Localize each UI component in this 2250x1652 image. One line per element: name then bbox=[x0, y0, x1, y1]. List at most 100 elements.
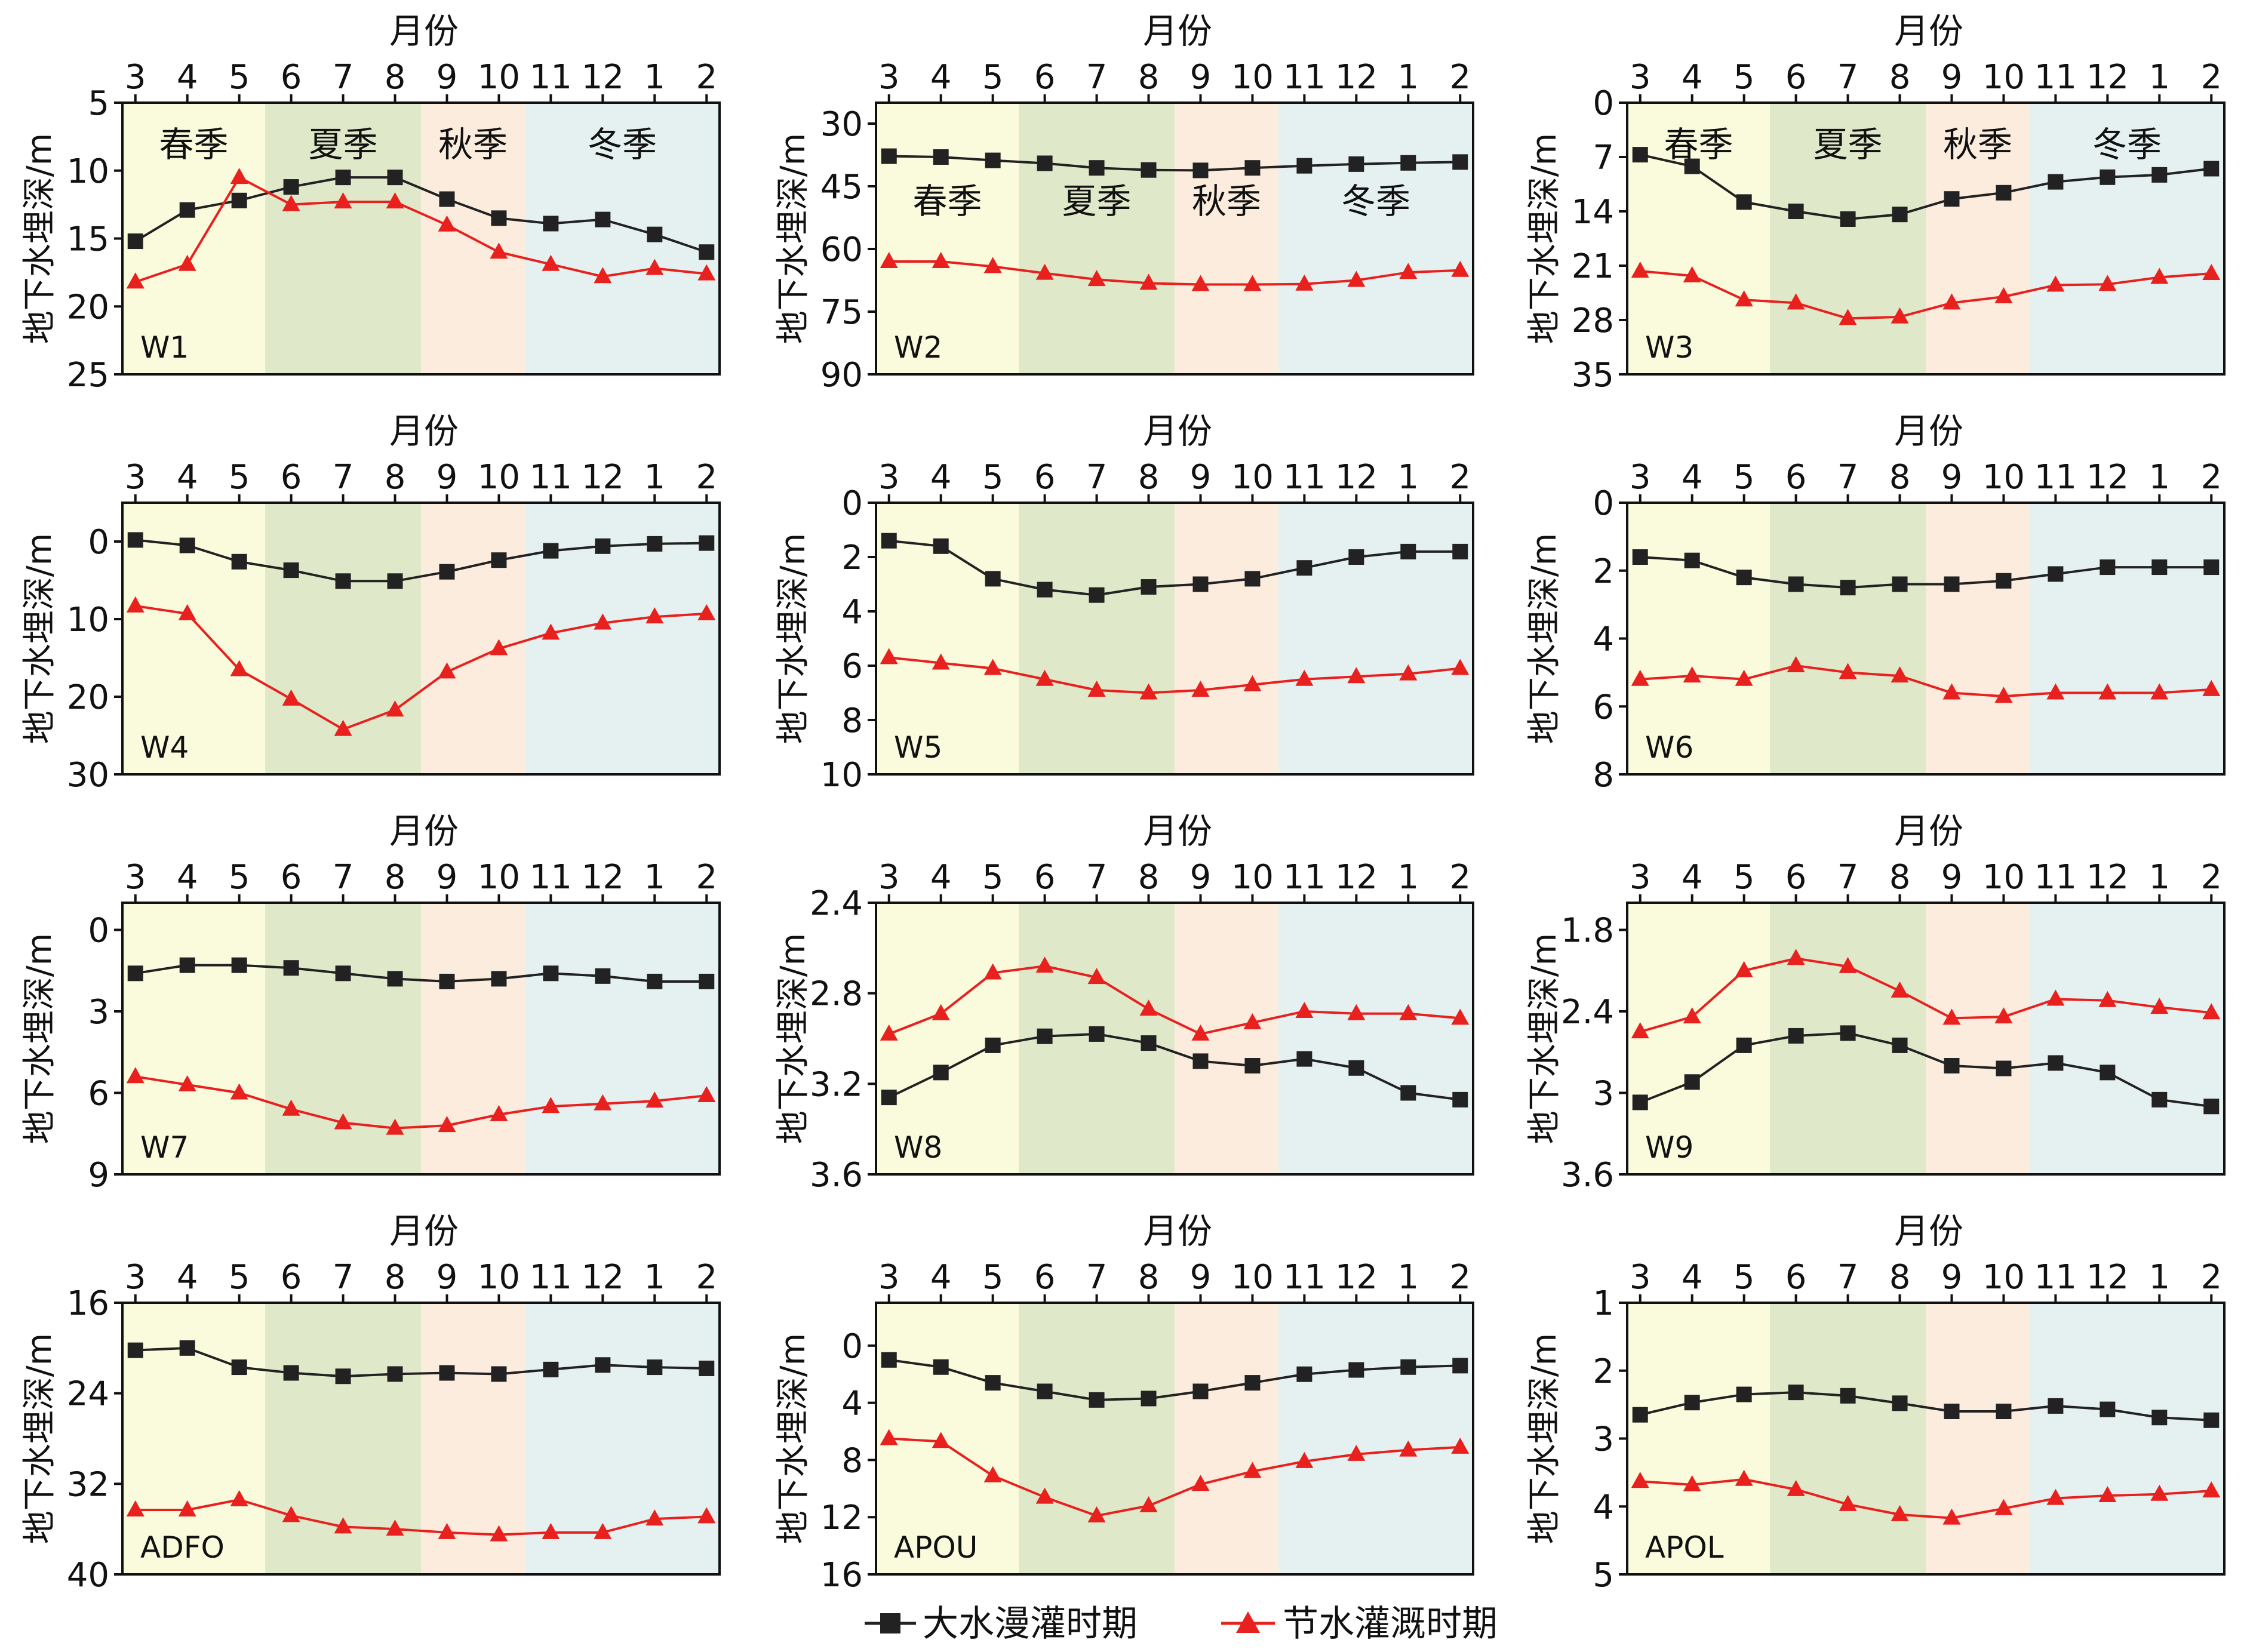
data-point bbox=[2151, 1091, 2168, 1108]
y-tick-label: 2 bbox=[1593, 1352, 1614, 1391]
data-point bbox=[1684, 158, 1700, 174]
data-point bbox=[697, 604, 716, 620]
series-line bbox=[135, 176, 707, 284]
data-point bbox=[1089, 1392, 1105, 1408]
y-tick-label: 1.8 bbox=[1561, 912, 1614, 950]
season-band bbox=[524, 103, 720, 374]
data-point bbox=[387, 971, 403, 987]
well-label: W2 bbox=[894, 330, 942, 365]
data-point bbox=[1631, 669, 1649, 686]
data-point bbox=[1839, 663, 1857, 679]
panels-layer: 春季 夏季 秋季 冬季3 4 5 6 7 8 9 10 11 12 1 2月份510152025地下水埋深/… bbox=[20, 11, 2226, 1595]
data-point bbox=[647, 1359, 663, 1376]
season-band bbox=[2029, 903, 2224, 1174]
y-tick-label: 6 bbox=[88, 1075, 109, 1113]
x-tick-label: 2 bbox=[696, 858, 717, 897]
data-point bbox=[1400, 1085, 1416, 1101]
season-band bbox=[1175, 103, 1278, 374]
y-tick-label: 4 bbox=[1593, 1488, 1614, 1527]
y-tick-label: 6 bbox=[1593, 688, 1614, 727]
data-point bbox=[1141, 1390, 1157, 1407]
y-tick-label: 90 bbox=[820, 356, 863, 395]
data-point bbox=[2202, 679, 2221, 696]
data-point bbox=[230, 660, 248, 676]
season-band bbox=[1770, 103, 1926, 374]
x-tick-label: 6 bbox=[1785, 458, 1807, 497]
x-tick-label: 2 bbox=[1449, 858, 1471, 897]
season-label: 秋季 bbox=[1943, 124, 2012, 165]
y-tick-label: 2.4 bbox=[1561, 993, 1614, 1032]
data-point bbox=[1892, 1037, 1908, 1053]
data-point bbox=[1192, 576, 1209, 592]
data-point bbox=[1141, 579, 1157, 595]
data-point bbox=[282, 1099, 300, 1116]
chart-panel-w2: 春季 夏季 秋季 冬季3 4 5 6 7 8 9 10 11 12 1 2月份3045607590地下水埋深… bbox=[774, 11, 1474, 395]
series-line bbox=[135, 604, 707, 731]
season-label: 春季 bbox=[913, 181, 982, 222]
data-point bbox=[1736, 570, 1752, 586]
plot-frame bbox=[121, 1302, 721, 1576]
data-point bbox=[438, 215, 456, 232]
data-point bbox=[1348, 156, 1364, 172]
x-tick-label: 2 bbox=[2200, 1258, 2222, 1297]
x-axis-title: 月份 bbox=[1143, 11, 1212, 51]
data-point bbox=[1244, 1375, 1261, 1391]
data-point bbox=[1347, 270, 1366, 287]
data-point bbox=[2098, 275, 2117, 291]
data-point bbox=[1295, 274, 1314, 291]
y-tick-label: 0 bbox=[88, 523, 109, 562]
y-tick-label: 3 bbox=[1593, 1420, 1614, 1459]
data-point bbox=[2150, 1484, 2169, 1501]
data-point bbox=[1735, 961, 1753, 977]
data-point bbox=[178, 1500, 196, 1516]
plot-frame bbox=[121, 502, 721, 776]
x-tick-label: 10 bbox=[1231, 1258, 1274, 1297]
data-point bbox=[594, 613, 612, 630]
data-point bbox=[1787, 949, 1805, 965]
data-point bbox=[647, 226, 663, 242]
data-point bbox=[1891, 981, 1909, 998]
x-tick-label: 12 bbox=[1335, 458, 1378, 497]
x-tick-label: 12 bbox=[1335, 858, 1378, 897]
data-point bbox=[1891, 1505, 1909, 1521]
x-tick-label: 12 bbox=[582, 1258, 624, 1297]
x-tick-label: 9 bbox=[437, 858, 458, 897]
data-point bbox=[697, 264, 716, 281]
data-point bbox=[1348, 1362, 1364, 1378]
x-tick-label: 9 bbox=[1190, 858, 1212, 897]
well-label: W4 bbox=[140, 730, 189, 765]
data-point bbox=[283, 562, 299, 579]
x-tick-label: 12 bbox=[582, 858, 624, 897]
x-tick-label: 4 bbox=[177, 858, 198, 897]
data-point bbox=[881, 533, 897, 549]
data-point bbox=[334, 719, 352, 736]
series-line bbox=[1640, 153, 2212, 221]
data-point bbox=[1840, 1388, 1856, 1404]
x-tick-label: 3 bbox=[878, 58, 900, 97]
data-point bbox=[1192, 162, 1209, 179]
season-band bbox=[2029, 1303, 2224, 1574]
y-tick-label: 5 bbox=[88, 84, 109, 123]
data-point bbox=[933, 538, 949, 554]
data-point bbox=[647, 536, 663, 552]
x-tick-label: 5 bbox=[229, 858, 250, 897]
data-point bbox=[1839, 309, 1857, 325]
season-band bbox=[1278, 503, 1473, 774]
x-tick-label: 7 bbox=[333, 58, 354, 97]
data-point bbox=[881, 148, 897, 164]
x-tick-label: 9 bbox=[1941, 858, 1963, 897]
y-tick-label: 20 bbox=[67, 288, 109, 327]
y-tick-label: 28 bbox=[1572, 302, 1614, 340]
x-tick-label: 11 bbox=[1283, 58, 1326, 97]
y-axis-title: 地下水埋深/m bbox=[774, 533, 813, 744]
x-tick-label: 10 bbox=[1982, 58, 2025, 97]
y-tick-label: 8 bbox=[1593, 756, 1614, 795]
season-band bbox=[1278, 103, 1473, 374]
y-tick-label: 14 bbox=[1572, 193, 1614, 232]
data-point bbox=[542, 623, 560, 640]
plot-frame bbox=[1626, 902, 2226, 1176]
y-tick-label: 3 bbox=[1593, 1075, 1614, 1113]
data-point bbox=[1942, 1008, 1961, 1025]
data-point bbox=[1295, 1002, 1314, 1018]
